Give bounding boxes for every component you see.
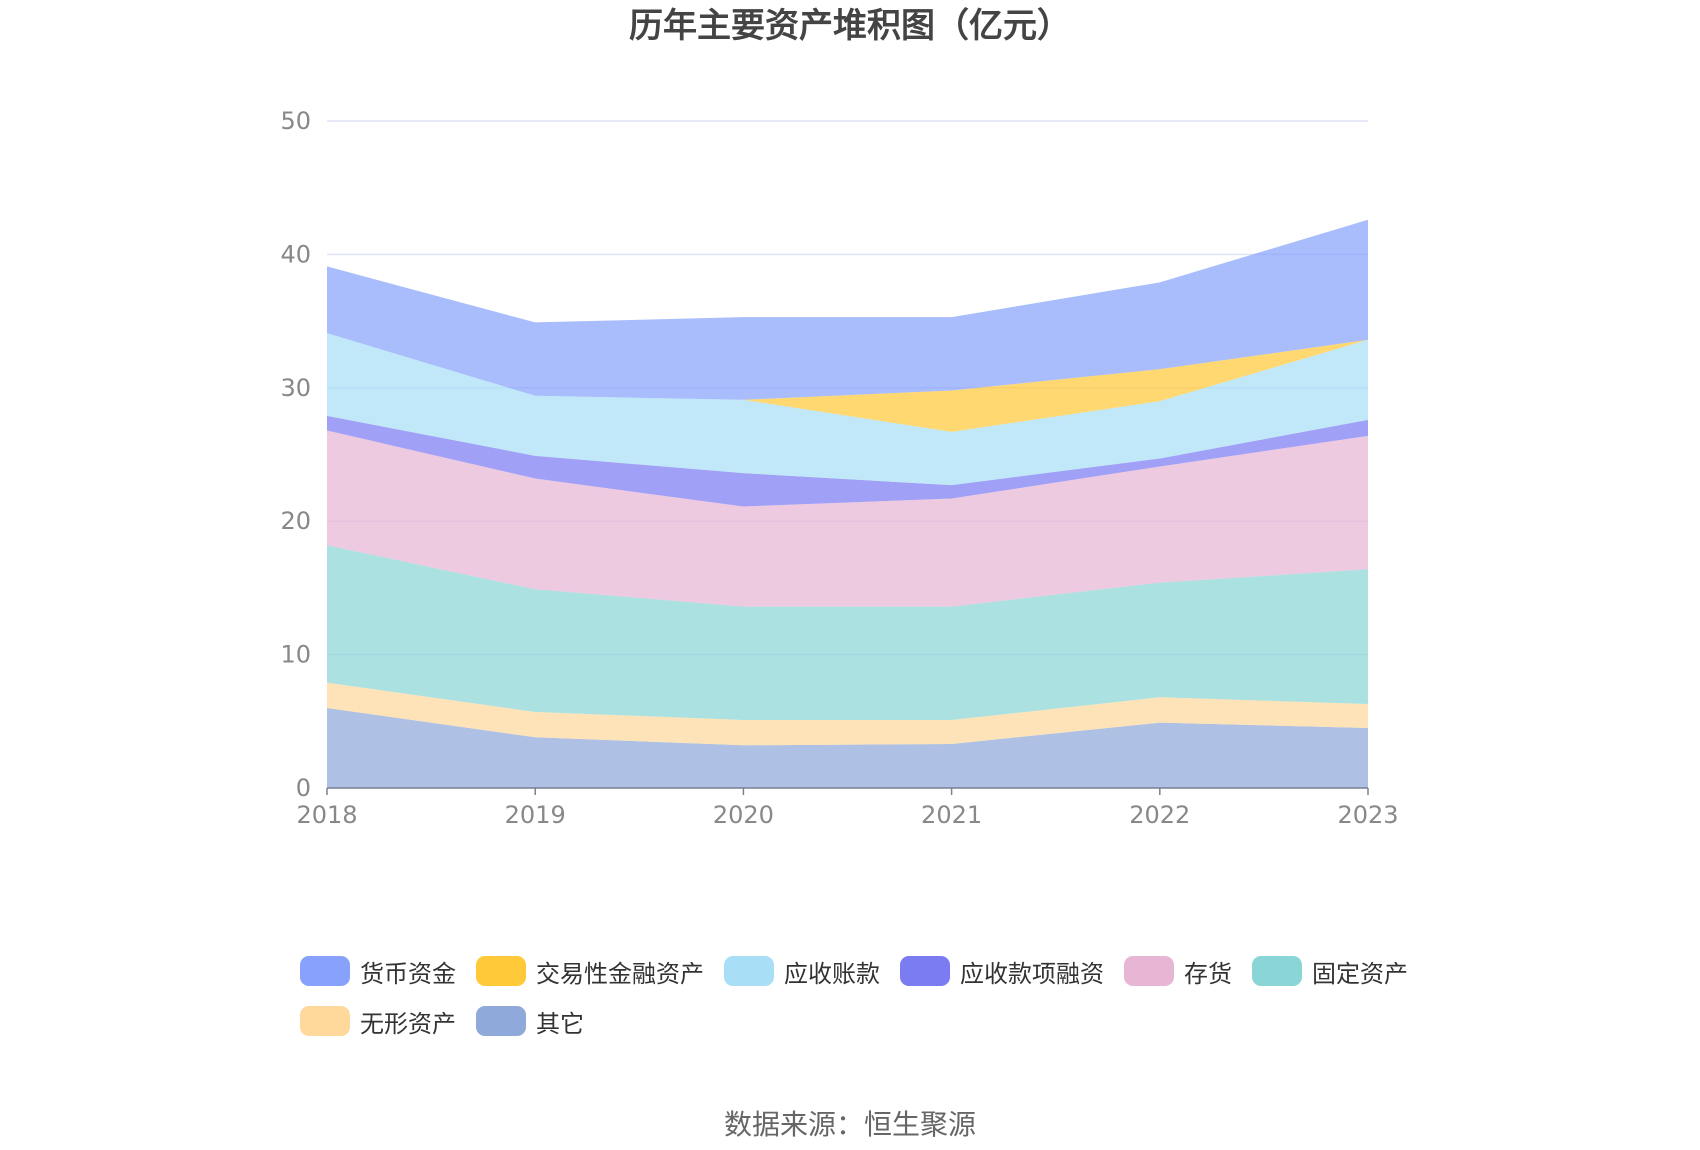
x-tick-label: 2020 <box>713 801 774 829</box>
y-tick-label: 0 <box>296 774 311 802</box>
legend-label: 应收账款 <box>784 959 880 988</box>
legend-swatch <box>1124 956 1174 986</box>
legend-label: 无形资产 <box>360 1009 456 1038</box>
legend-swatch <box>900 956 950 986</box>
x-tick-label: 2018 <box>296 801 357 829</box>
x-tick-label: 2023 <box>1337 801 1398 829</box>
legend-label: 应收款项融资 <box>960 959 1104 988</box>
legend-swatch <box>300 1006 350 1036</box>
legend-item[interactable]: 存货 <box>1124 952 1232 990</box>
legend-item[interactable]: 应收账款 <box>724 952 880 990</box>
x-tick-label: 2019 <box>505 801 566 829</box>
area-series <box>327 707 1368 788</box>
legend-item[interactable]: 固定资产 <box>1252 952 1408 990</box>
legend-label: 固定资产 <box>1312 959 1408 988</box>
area-series <box>327 333 1368 432</box>
legend-item[interactable]: 应收款项融资 <box>900 952 1104 990</box>
legend-item[interactable]: 其它 <box>476 1002 584 1040</box>
area-series <box>327 682 1368 746</box>
y-tick-label: 20 <box>280 507 311 535</box>
y-tick-label: 30 <box>280 374 311 402</box>
legend-swatch <box>1252 956 1302 986</box>
area-series <box>327 333 1368 486</box>
chart-title: 历年主要资产堆积图（亿元） <box>629 6 1071 46</box>
area-series <box>327 415 1368 507</box>
area-series <box>327 219 1368 400</box>
data-source-note: 数据来源：恒生聚源 <box>723 1108 976 1141</box>
y-tick-label: 10 <box>280 641 311 669</box>
legend-swatch <box>724 956 774 986</box>
area-series <box>327 545 1368 720</box>
legend-swatch <box>476 956 526 986</box>
legend-swatch <box>300 956 350 986</box>
legend-label: 货币资金 <box>360 959 456 988</box>
legend: 货币资金 交易性金融资产 应收账款 应收款项融资 存货 固定资产无形资产 其它 <box>300 952 1450 1040</box>
legend-item[interactable]: 货币资金 <box>300 952 456 990</box>
x-tick-label: 2021 <box>921 801 982 829</box>
legend-label: 其它 <box>536 1009 584 1038</box>
x-tick-label: 2022 <box>1129 801 1190 829</box>
legend-label: 存货 <box>1184 959 1232 988</box>
y-tick-label: 50 <box>280 107 311 135</box>
legend-label: 交易性金融资产 <box>536 959 704 988</box>
legend-item[interactable]: 无形资产 <box>300 1002 456 1040</box>
area-series <box>327 430 1368 607</box>
y-tick-label: 40 <box>280 240 311 268</box>
area-layer <box>327 219 1368 788</box>
legend-item[interactable]: 交易性金融资产 <box>476 952 704 990</box>
axis-layer: 0 10 20 30 40 50 2018 2019 2020 2021 2022 2023 <box>280 107 1398 829</box>
legend-swatch <box>476 1006 526 1036</box>
